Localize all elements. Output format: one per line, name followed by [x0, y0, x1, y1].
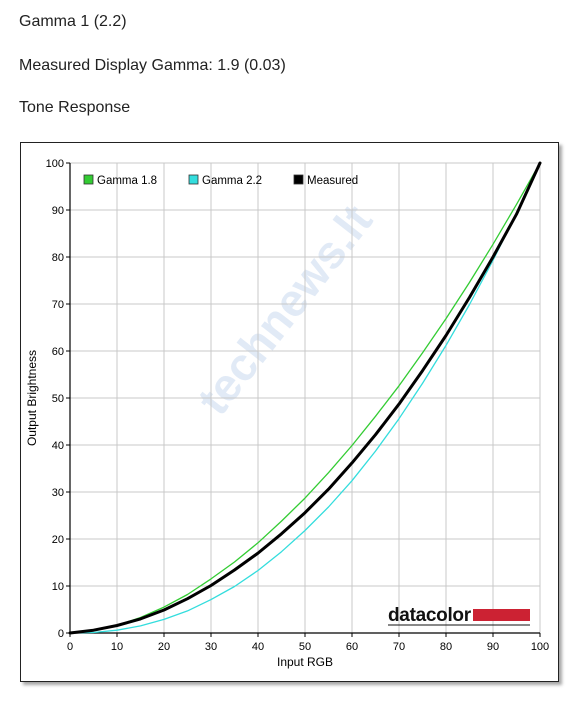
x-tick-label: 90 [487, 641, 499, 653]
y-tick-label: 30 [52, 487, 64, 499]
y-tick-label: 0 [58, 628, 64, 640]
series-line-1 [69, 162, 541, 634]
tone-response-chart: technews.lt 0 10 20 30 40 50 60 70 80 90 100 0 10 20 30… [20, 142, 559, 682]
x-tick-label: 0 [67, 641, 73, 653]
y-tick-label: 70 [52, 299, 64, 311]
datacolor-logo: datacolor [388, 605, 472, 626]
series-line-2 [69, 162, 541, 634]
y-tick-label: 40 [52, 440, 64, 452]
section-title: Tone Response [19, 99, 131, 116]
legend-label: Gamma 1.8 [97, 175, 157, 187]
measured-gamma-label: Measured Display Gamma: 1.9 (0.03) [19, 57, 286, 74]
legend-label: Measured [307, 175, 358, 187]
chart-svg: technews.lt 0 10 20 30 40 50 60 70 80 90 100 0 10 20 30… [25, 158, 549, 669]
y-tick-label: 10 [52, 581, 64, 593]
legend-swatch [293, 174, 304, 185]
x-tick-label: 60 [346, 641, 358, 653]
legend-swatch [83, 174, 94, 185]
x-tick-label: 100 [531, 641, 549, 653]
y-tick-label: 20 [52, 534, 64, 546]
x-tick-label: 80 [440, 641, 452, 653]
x-tick-label: 30 [205, 641, 217, 653]
series-line-3 [68, 161, 542, 635]
y-axis-label: Output Brightness [25, 350, 39, 446]
y-tick-label: 100 [46, 158, 64, 170]
watermark: technews.lt [187, 195, 382, 424]
gamma-setting-label: Gamma 1 (2.2) [19, 13, 127, 30]
x-tick-label: 70 [393, 641, 405, 653]
legend-label: Gamma 2.2 [202, 175, 262, 187]
x-tick-label: 40 [252, 641, 264, 653]
x-tick-label: 50 [299, 641, 311, 653]
legend-swatch [188, 174, 199, 185]
y-tick-label: 60 [52, 346, 64, 358]
datacolor-logo-bar [473, 609, 530, 621]
y-tick-label: 90 [52, 205, 64, 217]
x-tick-label: 20 [158, 641, 170, 653]
y-tick-label: 80 [52, 252, 64, 264]
x-tick-label: 10 [111, 641, 123, 653]
y-tick-label: 50 [52, 393, 64, 405]
x-axis-label: Input RGB [277, 655, 333, 669]
